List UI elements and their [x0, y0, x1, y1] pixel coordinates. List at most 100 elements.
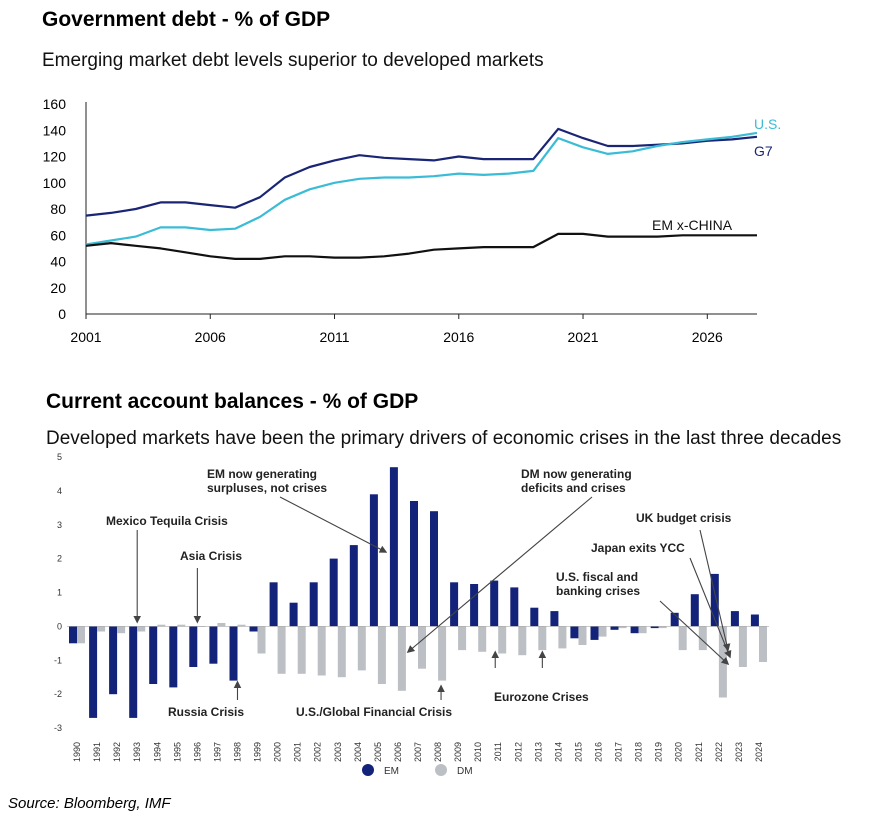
y-tick-label: 0 — [58, 306, 66, 322]
x-tick-label: 2009 — [453, 742, 463, 762]
x-tick-label: 1990 — [72, 742, 82, 762]
bar-dm-2019 — [658, 626, 667, 629]
y-tick-label: 160 — [43, 96, 67, 112]
bar-em-2014 — [550, 611, 559, 627]
annotation-arrow — [659, 600, 730, 666]
x-tick-label: 2002 — [313, 742, 323, 762]
x-tick-label: 2017 — [614, 742, 624, 762]
bar-dm-2010 — [478, 626, 487, 652]
legend-swatch-em — [362, 764, 374, 776]
bar-dm-2007 — [418, 626, 426, 669]
y-tick-label: 0 — [57, 621, 62, 631]
annotation-arrow — [279, 496, 388, 553]
x-tick-label: 2019 — [654, 742, 664, 762]
bar-em-2005 — [369, 494, 378, 627]
x-tick-label: 2021 — [694, 742, 704, 762]
bar-em-2007 — [410, 501, 418, 627]
legend-swatch-dm — [435, 764, 447, 776]
x-tick-label: 1992 — [112, 742, 122, 762]
x-tick-label: 1991 — [92, 742, 102, 762]
bar-dm-2004 — [357, 626, 366, 671]
bar-dm-2012 — [518, 626, 527, 656]
annotation-arrow — [699, 529, 731, 652]
bar-em-1993 — [129, 626, 138, 718]
x-tick-label: 2015 — [573, 742, 583, 762]
bar-em-2009 — [450, 582, 459, 627]
x-tick-label: 1998 — [232, 742, 242, 762]
x-tick-label: 2012 — [513, 742, 523, 762]
annotation-label-line1: U.S. fiscal and — [556, 570, 638, 584]
x-tick-label: 2005 — [373, 742, 383, 762]
x-tick-label: 2010 — [473, 742, 483, 762]
x-tick-label: 2013 — [533, 742, 543, 762]
x-tick-label: 2011 — [319, 329, 349, 345]
y-tick-label: 80 — [50, 201, 66, 217]
y-tick-label: 100 — [43, 175, 67, 191]
x-tick-label: 1997 — [212, 742, 222, 762]
x-tick-label: 2001 — [70, 329, 101, 345]
bar-em-2004 — [349, 545, 358, 627]
bar-em-1995 — [169, 626, 178, 688]
bar-em-2019 — [650, 626, 659, 629]
bar-em-1994 — [149, 626, 158, 684]
x-tick-label: 2020 — [674, 742, 684, 762]
x-tick-label: 2000 — [273, 742, 283, 762]
x-tick-label: 2016 — [594, 742, 604, 762]
bar-dm-1998 — [237, 624, 246, 627]
chart1-title: Government debt - % of GDP — [42, 8, 331, 31]
source-note: Source: Bloomberg, IMF — [8, 795, 171, 812]
bar-dm-2023 — [738, 626, 747, 667]
series-label: EM x-CHINA — [652, 217, 733, 233]
annotation-label-line2: banking crises — [556, 584, 640, 598]
x-tick-label: 2006 — [393, 742, 403, 762]
series-label: U.S. — [754, 116, 781, 132]
bar-em-2015 — [570, 626, 579, 639]
annotation-label-line1: DM now generating — [521, 467, 632, 481]
bar-dm-2020 — [678, 626, 687, 651]
annotation-label-line2: surpluses, not crises — [207, 481, 327, 495]
bar-dm-1999 — [257, 626, 266, 654]
annotation-arrow — [689, 557, 732, 659]
x-tick-label: 2021 — [567, 329, 598, 345]
bar-dm-1992 — [117, 626, 126, 634]
bar-dm-1993 — [137, 626, 146, 632]
x-tick-label: 1993 — [132, 742, 142, 762]
bar-em-2013 — [530, 607, 539, 627]
bar-dm-1997 — [217, 623, 226, 627]
x-tick-label: 2004 — [353, 742, 363, 762]
bar-em-2000 — [269, 582, 278, 627]
bar-dm-2018 — [638, 626, 647, 634]
legend-label-em: EM — [384, 766, 399, 777]
bar-em-2003 — [329, 558, 338, 627]
bar-dm-2024 — [759, 626, 767, 662]
bar-em-2010 — [470, 584, 479, 627]
x-tick-label: 2023 — [734, 742, 744, 762]
x-tick-label: 2003 — [333, 742, 343, 762]
y-tick-label: 20 — [50, 280, 66, 296]
annotation-label-line2: deficits and crises — [521, 481, 626, 495]
government-debt-line-chart: 0 20 40 60 80 100 120 140 160 2001 2006 2011 2016 202… — [43, 96, 782, 345]
legend-label-dm: DM — [457, 766, 473, 777]
annotation-label: Russia Crisis — [168, 705, 244, 719]
bar-em-2002 — [309, 582, 318, 627]
bar-em-2012 — [510, 587, 519, 627]
y-tick-label: 5 — [57, 452, 62, 462]
bar-em-1990 — [69, 626, 77, 644]
bar-dm-2006 — [397, 626, 406, 691]
bar-dm-2013 — [538, 626, 547, 651]
bar-em-2011 — [490, 580, 499, 627]
annotation-label: UK budget crisis — [636, 511, 732, 525]
y-tick-label: 140 — [43, 122, 67, 138]
annotation-label-line1: EM now generating — [207, 467, 317, 481]
series-line-g7 — [85, 127, 758, 217]
x-tick-label: 2024 — [754, 742, 764, 762]
bar-dm-2008 — [438, 626, 447, 681]
bar-em-2008 — [430, 511, 438, 627]
y-tick-label: 120 — [43, 149, 67, 165]
y-tick-label: -3 — [54, 723, 62, 733]
annotation-arrow — [406, 496, 593, 653]
bar-dm-1990 — [77, 626, 85, 644]
annotation-label: Asia Crisis — [180, 549, 242, 563]
y-tick-label: 60 — [50, 227, 66, 243]
bar-em-1999 — [249, 626, 258, 632]
